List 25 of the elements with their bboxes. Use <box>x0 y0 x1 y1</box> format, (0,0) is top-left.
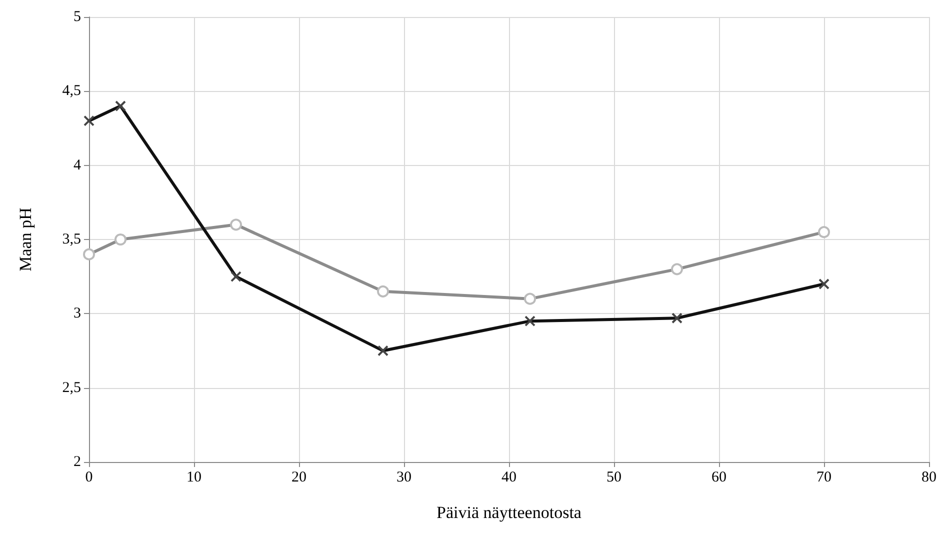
point <box>818 226 830 238</box>
y-axis-title: Maan pH <box>16 208 35 272</box>
y-tick-label: 3 <box>74 306 81 322</box>
point <box>230 218 242 231</box>
x-tick-label: 20 <box>292 470 306 486</box>
x-axis-title: Päiviä näytteenotosta <box>436 503 582 522</box>
point <box>114 234 126 246</box>
x-tick-label: 40 <box>502 470 516 486</box>
point <box>671 263 683 276</box>
x-tick-label: 30 <box>396 470 412 486</box>
x-tick-label: 60 <box>712 470 726 486</box>
y-tick-label: 2,5 <box>62 380 81 396</box>
point <box>524 292 536 305</box>
x-tick-label: 80 <box>922 470 936 486</box>
point <box>83 248 95 260</box>
y-tick-label: 5 <box>74 9 81 25</box>
x-tick-label: 70 <box>816 470 832 486</box>
y-tick-label: 4 <box>74 157 82 174</box>
y-tick-label: 4,5 <box>62 83 81 100</box>
x-tick-label: 50 <box>606 470 622 486</box>
x-tick-label: 10 <box>186 470 202 486</box>
y-tick-label: 2 <box>74 454 81 470</box>
point <box>377 285 389 298</box>
x-tick-label: 0 <box>85 470 93 486</box>
y-tick-label: 3,5 <box>62 232 81 248</box>
